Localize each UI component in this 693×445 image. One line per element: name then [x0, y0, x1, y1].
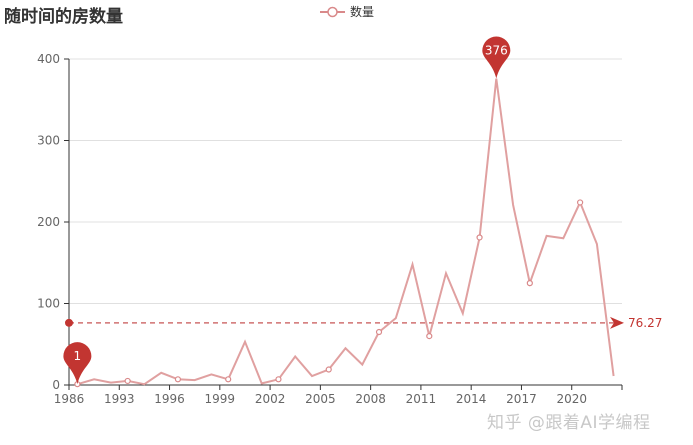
- data-point: [225, 376, 232, 383]
- series-line: [77, 78, 615, 386]
- data-point: [426, 333, 433, 340]
- average-line-label: 76.27: [628, 316, 662, 330]
- legend-line-circle-icon: [320, 6, 345, 17]
- x-tick-label: 2008: [355, 392, 386, 406]
- data-point: [375, 328, 383, 336]
- x-tick-label: 1999: [205, 392, 236, 406]
- y-tick-label: 300: [37, 134, 60, 148]
- pin-marker-max: 376: [482, 36, 511, 79]
- x-tick-label: 1996: [154, 392, 185, 406]
- x-tick-label: 2002: [255, 392, 286, 406]
- legend-item[interactable]: 数量: [320, 3, 374, 20]
- data-point: [476, 234, 483, 241]
- data-point: [174, 376, 182, 383]
- average-line-start-dot: [65, 318, 73, 327]
- x-tick-label: 2005: [305, 392, 336, 406]
- data-point: [275, 376, 282, 383]
- x-tick-label: 2020: [556, 392, 587, 406]
- x-tick-label: 2014: [456, 392, 487, 406]
- svg-text:1: 1: [74, 349, 82, 363]
- x-tick-label: 2017: [506, 392, 537, 406]
- watermark: 知乎 @跟着AI学编程: [487, 413, 651, 433]
- average-line-arrow-icon: [610, 316, 624, 329]
- chart-title: 随时间的房数量: [4, 7, 123, 27]
- x-tick-label: 1993: [104, 392, 135, 406]
- data-point: [526, 280, 533, 287]
- data-point: [325, 366, 332, 373]
- pin-marker-min: 1: [63, 342, 92, 385]
- data-point: [124, 377, 131, 385]
- data-point: [577, 199, 584, 206]
- y-tick-label: 400: [37, 52, 60, 66]
- y-tick-label: 100: [37, 297, 60, 311]
- y-tick-label: 200: [37, 215, 60, 229]
- x-tick-label: 2011: [406, 392, 437, 406]
- svg-text:376: 376: [485, 44, 508, 58]
- x-tick-label: 1986: [54, 392, 85, 406]
- legend-label: 数量: [350, 5, 375, 19]
- y-tick-label: 0: [52, 378, 60, 392]
